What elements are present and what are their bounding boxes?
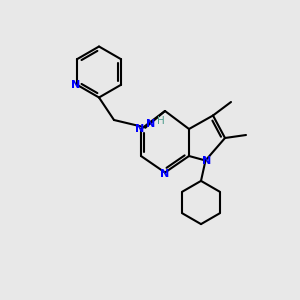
Text: H: H [157, 116, 165, 126]
Text: N: N [202, 155, 211, 166]
Text: N: N [160, 169, 169, 179]
Text: N: N [146, 119, 155, 129]
Text: N: N [71, 80, 80, 90]
Text: N: N [135, 124, 144, 134]
